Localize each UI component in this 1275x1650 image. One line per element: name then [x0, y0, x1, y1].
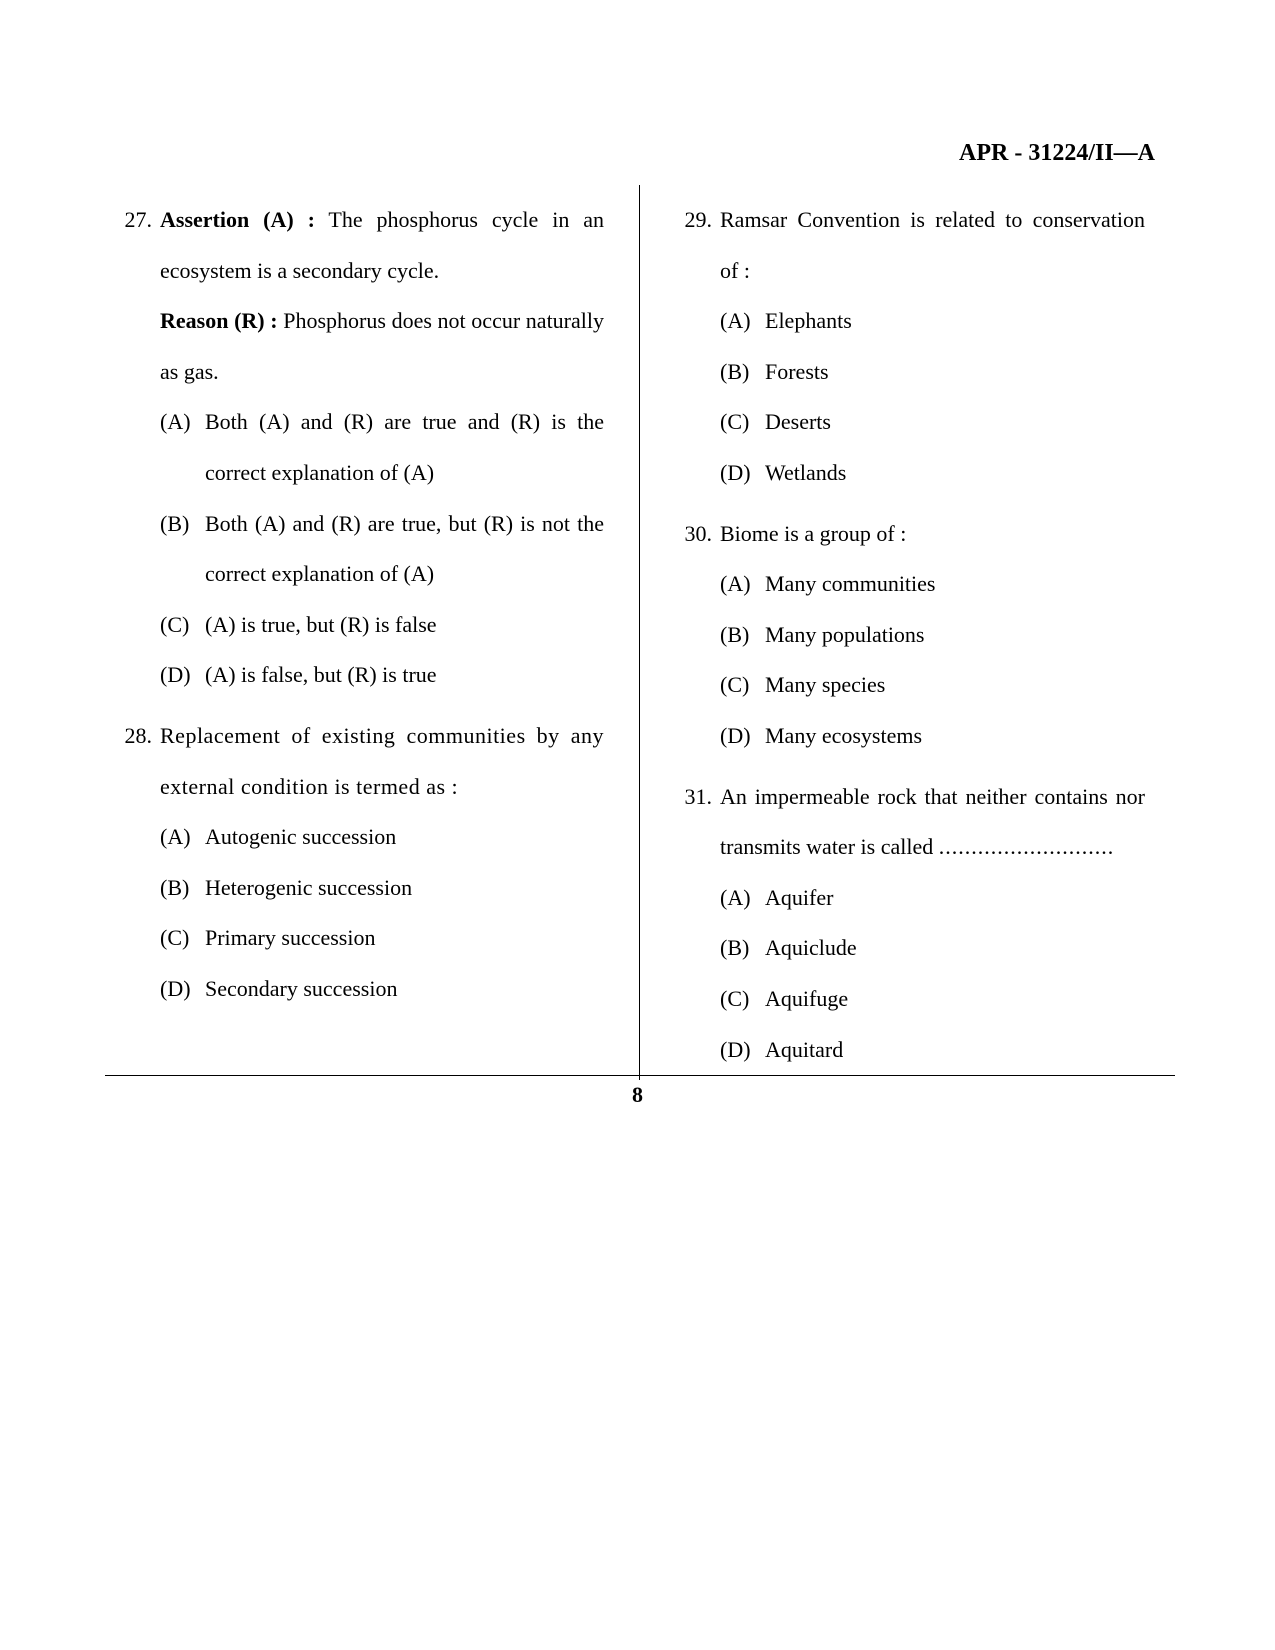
- option-b: (B) Many populations: [720, 610, 1145, 661]
- option-b: (B) Heterogenic succession: [160, 863, 604, 914]
- option-label: (D): [160, 964, 205, 1015]
- option-label: (A): [720, 559, 765, 610]
- option-label: (A): [720, 873, 765, 924]
- option-label: (D): [720, 711, 765, 762]
- question-stem: Biome is a group of :: [720, 509, 1145, 560]
- option-text: Primary succession: [205, 913, 604, 964]
- question-31: 31. An impermeable rock that neither con…: [675, 772, 1145, 1076]
- option-label: (D): [720, 1025, 765, 1076]
- option-text: Many ecosystems: [765, 711, 1145, 762]
- question-number: 29.: [675, 195, 720, 499]
- option-c: (C) Deserts: [720, 397, 1145, 448]
- option-text: Aquifuge: [765, 974, 1145, 1025]
- question-30: 30. Biome is a group of : (A) Many commu…: [675, 509, 1145, 762]
- option-label: (B): [720, 610, 765, 661]
- assertion-label: Assertion (A) :: [160, 207, 315, 232]
- option-d: (D) Aquitard: [720, 1025, 1145, 1076]
- question-body: Replacement of existing communities by a…: [160, 711, 604, 1015]
- option-label: (A): [720, 296, 765, 347]
- option-label: (A): [160, 812, 205, 863]
- question-stem: An impermeable rock that neither contain…: [720, 772, 1145, 873]
- option-text: Elephants: [765, 296, 1145, 347]
- blank-dots: ...........................: [939, 834, 1115, 859]
- option-label: (A): [160, 397, 205, 498]
- question-number: 31.: [675, 772, 720, 1076]
- option-label: (C): [720, 397, 765, 448]
- option-d: (D) Secondary succession: [160, 964, 604, 1015]
- option-text: Wetlands: [765, 448, 1145, 499]
- option-label: (C): [160, 600, 205, 651]
- option-label: (D): [160, 650, 205, 701]
- option-b: (B) Both (A) and (R) are true, but (R) i…: [160, 499, 604, 600]
- option-b: (B) Forests: [720, 347, 1145, 398]
- option-text: Aquiclude: [765, 923, 1145, 974]
- option-label: (C): [160, 913, 205, 964]
- options-list: (A) Both (A) and (R) are true and (R) is…: [160, 397, 604, 701]
- question-27: 27. Assertion (A) : The phosphorus cycle…: [115, 195, 604, 701]
- option-text: Many communities: [765, 559, 1145, 610]
- right-column: 29. Ramsar Convention is related to cons…: [640, 185, 1175, 1080]
- option-text: Both (A) and (R) are true and (R) is the…: [205, 397, 604, 498]
- option-text: Secondary succession: [205, 964, 604, 1015]
- question-stem: Ramsar Convention is related to conserva…: [720, 195, 1145, 296]
- option-d: (D) (A) is false, but (R) is true: [160, 650, 604, 701]
- question-number: 27.: [115, 195, 160, 701]
- question-body: An impermeable rock that neither contain…: [720, 772, 1145, 1076]
- option-label: (B): [720, 347, 765, 398]
- option-a: (A) Many communities: [720, 559, 1145, 610]
- question-number: 30.: [675, 509, 720, 762]
- option-text: Both (A) and (R) are true, but (R) is no…: [205, 499, 604, 600]
- page-number: 8: [0, 1082, 1275, 1108]
- exam-header: APR - 31224/II—A: [959, 140, 1155, 167]
- option-text: Deserts: [765, 397, 1145, 448]
- option-c: (C) Many species: [720, 660, 1145, 711]
- option-label: (B): [720, 923, 765, 974]
- options-list: (A) Aquifer (B) Aquiclude (C) Aquifuge (…: [720, 873, 1145, 1075]
- option-c: (C) (A) is true, but (R) is false: [160, 600, 604, 651]
- option-d: (D) Wetlands: [720, 448, 1145, 499]
- question-number: 28.: [115, 711, 160, 1015]
- option-text: Forests: [765, 347, 1145, 398]
- option-text: (A) is true, but (R) is false: [205, 600, 604, 651]
- reason-label: Reason (R) :: [160, 308, 278, 333]
- option-a: (A) Both (A) and (R) are true and (R) is…: [160, 397, 604, 498]
- option-label: (B): [160, 863, 205, 914]
- option-text: Heterogenic succession: [205, 863, 604, 914]
- option-text: Aquitard: [765, 1025, 1145, 1076]
- option-a: (A) Elephants: [720, 296, 1145, 347]
- options-list: (A) Many communities (B) Many population…: [720, 559, 1145, 761]
- option-label: (B): [160, 499, 205, 600]
- option-a: (A) Aquifer: [720, 873, 1145, 924]
- option-text: Aquifer: [765, 873, 1145, 924]
- option-text: Many species: [765, 660, 1145, 711]
- question-body: Ramsar Convention is related to conserva…: [720, 195, 1145, 499]
- option-text: Autogenic succession: [205, 812, 604, 863]
- option-label: (C): [720, 660, 765, 711]
- content-area: 27. Assertion (A) : The phosphorus cycle…: [105, 185, 1175, 1080]
- bottom-rule: [105, 1075, 1175, 1076]
- option-label: (D): [720, 448, 765, 499]
- option-d: (D) Many ecosystems: [720, 711, 1145, 762]
- question-body: Biome is a group of : (A) Many communiti…: [720, 509, 1145, 762]
- question-29: 29. Ramsar Convention is related to cons…: [675, 195, 1145, 499]
- option-text: (A) is false, but (R) is true: [205, 650, 604, 701]
- options-list: (A) Autogenic succession (B) Heterogenic…: [160, 812, 604, 1014]
- question-stem: Replacement of existing communities by a…: [160, 711, 604, 812]
- options-list: (A) Elephants (B) Forests (C) Deserts (D…: [720, 296, 1145, 498]
- option-a: (A) Autogenic succession: [160, 812, 604, 863]
- option-b: (B) Aquiclude: [720, 923, 1145, 974]
- question-body: Assertion (A) : The phosphorus cycle in …: [160, 195, 604, 701]
- option-text: Many populations: [765, 610, 1145, 661]
- question-28: 28. Replacement of existing communities …: [115, 711, 604, 1015]
- option-label: (C): [720, 974, 765, 1025]
- option-c: (C) Aquifuge: [720, 974, 1145, 1025]
- left-column: 27. Assertion (A) : The phosphorus cycle…: [105, 185, 640, 1080]
- option-c: (C) Primary succession: [160, 913, 604, 964]
